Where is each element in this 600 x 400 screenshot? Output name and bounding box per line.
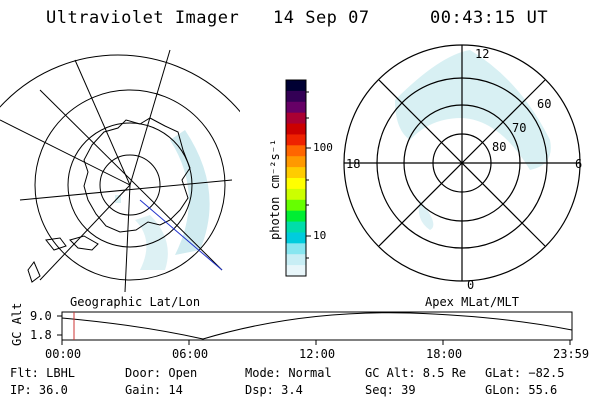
colorbar-segment [286, 178, 306, 190]
colorbar-segment [286, 254, 306, 266]
mlat-label-80: 80 [492, 140, 507, 154]
mlt-label-6: 6 [575, 157, 583, 171]
altitude-xtick-1200: 12:00 [299, 347, 336, 361]
mlat-label-60: 60 [537, 97, 552, 111]
status-gain: Gain: 14 [125, 383, 183, 397]
app-title: Ultraviolet Imager [46, 8, 240, 28]
colorbar-segment [286, 134, 306, 146]
aurora-emission-left [115, 130, 210, 270]
apex-polar-grid [343, 44, 581, 282]
colorbar-segment [286, 90, 306, 103]
status-glon: GLon: 55.6 [485, 383, 558, 397]
mlt-label-0: 0 [467, 278, 475, 292]
altitude-ytick-high: 9.0 [30, 309, 52, 323]
status-door: Door: Open [125, 366, 198, 380]
meridian-lines [0, 49, 233, 292]
geographic-map [0, 49, 240, 292]
colorbar-segment [286, 80, 306, 92]
colorbar-tick-100: 100 [313, 141, 333, 154]
aurora-emission-right [395, 50, 551, 230]
altitude-ytick-low: 1.8 [30, 328, 52, 342]
colorbar-segment [286, 243, 306, 255]
status-ip: IP: 36.0 [10, 383, 68, 397]
mlat-label-70: 70 [512, 121, 527, 135]
colorbar-segment [286, 145, 306, 157]
colorbar-segment [286, 112, 306, 125]
status-glat: GLat: −82.5 [485, 366, 565, 380]
latitude-circles [0, 54, 240, 281]
right-map-caption: Apex MLat/MLT [425, 295, 519, 309]
altitude-ylabel: GC Alt [10, 302, 24, 346]
terminator-line [139, 199, 223, 271]
colorbar-segment [286, 232, 306, 244]
mlt-label-12: 12 [475, 47, 490, 61]
colorbar-segment [286, 123, 306, 135]
altitude-xtick-0600: 06:00 [172, 347, 209, 361]
altitude-xtick-0000: 00:00 [45, 347, 82, 361]
status-gc-alt: GC Alt: 8.5 Re [365, 366, 467, 380]
colorbar-segment [286, 167, 306, 179]
colorbar-segment [286, 210, 306, 223]
colorbar [286, 80, 306, 277]
altitude-xtick-2359: 23:59 [553, 347, 590, 361]
colorbar-segment [286, 221, 306, 233]
status-mode: Mode: Normal [245, 366, 332, 380]
altitude-curve [61, 312, 573, 340]
coastline [27, 117, 191, 283]
colorbar-segment [286, 101, 306, 114]
colorbar-segment [286, 199, 306, 212]
altitude-plot-frame [61, 311, 573, 341]
colorbar-unit-label: photon cm⁻²s⁻¹ [268, 138, 282, 240]
observation-time: 00:43:15 UT [430, 8, 549, 28]
status-seq: Seq: 39 [365, 383, 416, 397]
left-map-caption: Geographic Lat/Lon [70, 295, 201, 309]
mlt-label-18: 18 [346, 157, 361, 171]
altitude-xtick-1800: 18:00 [426, 347, 463, 361]
colorbar-frame [285, 79, 307, 277]
colorbar-segment [286, 265, 306, 277]
colorbar-tick-10: 10 [313, 229, 327, 242]
altitude-xticks [57, 315, 571, 345]
status-dsp: Dsp: 3.4 [245, 383, 303, 397]
colorbar-segment [286, 156, 306, 168]
observation-date: 14 Sep 07 [273, 8, 370, 28]
status-filter: Flt: LBHL [10, 366, 76, 380]
colorbar-segment [286, 188, 306, 201]
